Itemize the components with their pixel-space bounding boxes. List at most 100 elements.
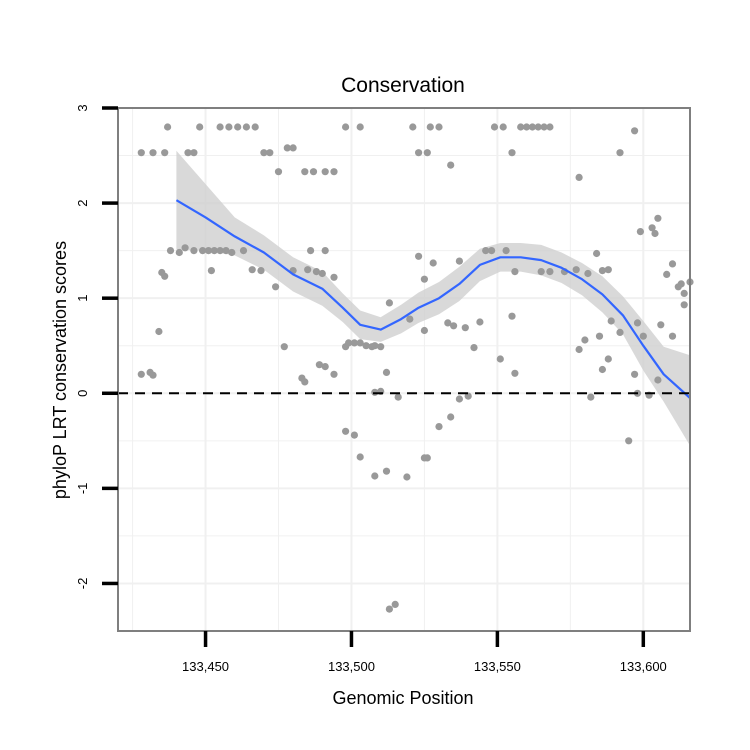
data-point	[423, 149, 431, 157]
data-point	[257, 267, 265, 275]
data-point	[385, 299, 393, 307]
data-point	[196, 123, 204, 131]
data-point	[382, 368, 391, 376]
data-point	[639, 332, 647, 340]
x-tick-label: 133,500	[328, 659, 375, 674]
data-point	[204, 247, 213, 255]
x-tick-label: 133,550	[474, 659, 521, 674]
data-point	[304, 266, 312, 274]
data-point	[345, 339, 353, 347]
data-point	[455, 395, 463, 403]
data-point	[572, 266, 580, 274]
data-point	[616, 328, 624, 336]
data-point	[342, 123, 350, 131]
data-point	[631, 127, 639, 135]
data-point	[283, 144, 291, 152]
data-point	[137, 370, 145, 378]
data-point	[175, 248, 183, 257]
data-point	[499, 123, 507, 131]
data-point	[461, 324, 469, 332]
data-point	[137, 149, 145, 157]
data-point	[631, 370, 639, 378]
data-point	[251, 123, 259, 131]
data-point	[225, 123, 233, 131]
y-tick-label: 1	[75, 295, 90, 302]
data-point	[633, 319, 642, 327]
data-point	[517, 123, 525, 131]
data-point	[318, 269, 326, 278]
axes-layer: 133,450 133,500 133,550 133,600 -2 -1 0 1 2 3	[75, 104, 667, 674]
y-tick-label: 2	[75, 199, 90, 206]
data-point	[581, 336, 589, 344]
data-point	[598, 365, 607, 374]
data-point	[155, 327, 163, 336]
data-point	[350, 431, 358, 439]
data-point	[415, 252, 423, 260]
data-point	[429, 259, 437, 267]
data-point	[654, 214, 662, 222]
confidence-ribbon-layer	[176, 150, 690, 446]
data-point	[470, 344, 478, 352]
data-point	[149, 371, 157, 379]
data-point	[406, 315, 414, 323]
data-point	[321, 168, 329, 176]
data-point	[575, 173, 583, 181]
data-point	[234, 123, 242, 131]
data-point	[648, 224, 656, 232]
data-point	[207, 267, 215, 275]
data-point	[435, 123, 443, 131]
data-point	[356, 339, 364, 347]
data-point	[598, 267, 607, 275]
data-point	[190, 247, 198, 255]
data-point	[184, 149, 192, 157]
data-point	[604, 355, 612, 363]
data-point	[537, 268, 545, 276]
smooth-trend-line	[175, 199, 691, 399]
data-point	[210, 247, 218, 255]
data-point	[654, 376, 662, 384]
data-point	[490, 123, 499, 131]
data-point	[190, 149, 198, 157]
y-tick-label: 0	[75, 390, 90, 397]
data-point	[330, 273, 338, 281]
data-point	[330, 168, 338, 176]
data-point	[508, 149, 516, 157]
data-point	[523, 123, 531, 131]
chart-title: Conservation	[341, 74, 465, 97]
data-point	[321, 247, 329, 255]
data-point	[274, 168, 283, 176]
data-point	[272, 283, 280, 291]
x-tick-label: 133,450	[182, 659, 229, 674]
data-point	[677, 280, 685, 288]
data-point	[528, 123, 537, 131]
data-point	[394, 393, 402, 401]
data-point	[228, 248, 236, 257]
data-point	[181, 244, 189, 252]
data-point	[377, 343, 385, 351]
data-point	[423, 454, 431, 462]
data-point	[680, 289, 688, 297]
smooth-line-layer	[175, 199, 691, 399]
data-point	[464, 392, 472, 400]
data-point	[540, 123, 548, 131]
data-point	[289, 144, 297, 152]
data-point	[435, 423, 443, 431]
data-point	[161, 272, 169, 280]
data-point	[546, 123, 554, 131]
data-point	[587, 393, 595, 401]
y-tick-label: -2	[75, 578, 90, 590]
x-tick-label: 133,600	[620, 659, 667, 674]
data-point	[222, 247, 230, 255]
data-point	[362, 342, 370, 350]
data-point	[385, 605, 393, 613]
data-points-layer	[137, 123, 694, 613]
data-point	[382, 467, 391, 475]
data-point	[488, 247, 496, 255]
data-point	[149, 149, 157, 157]
data-point	[161, 149, 169, 157]
data-point	[625, 437, 633, 445]
confidence-ribbon	[176, 150, 690, 446]
data-point	[248, 266, 256, 274]
